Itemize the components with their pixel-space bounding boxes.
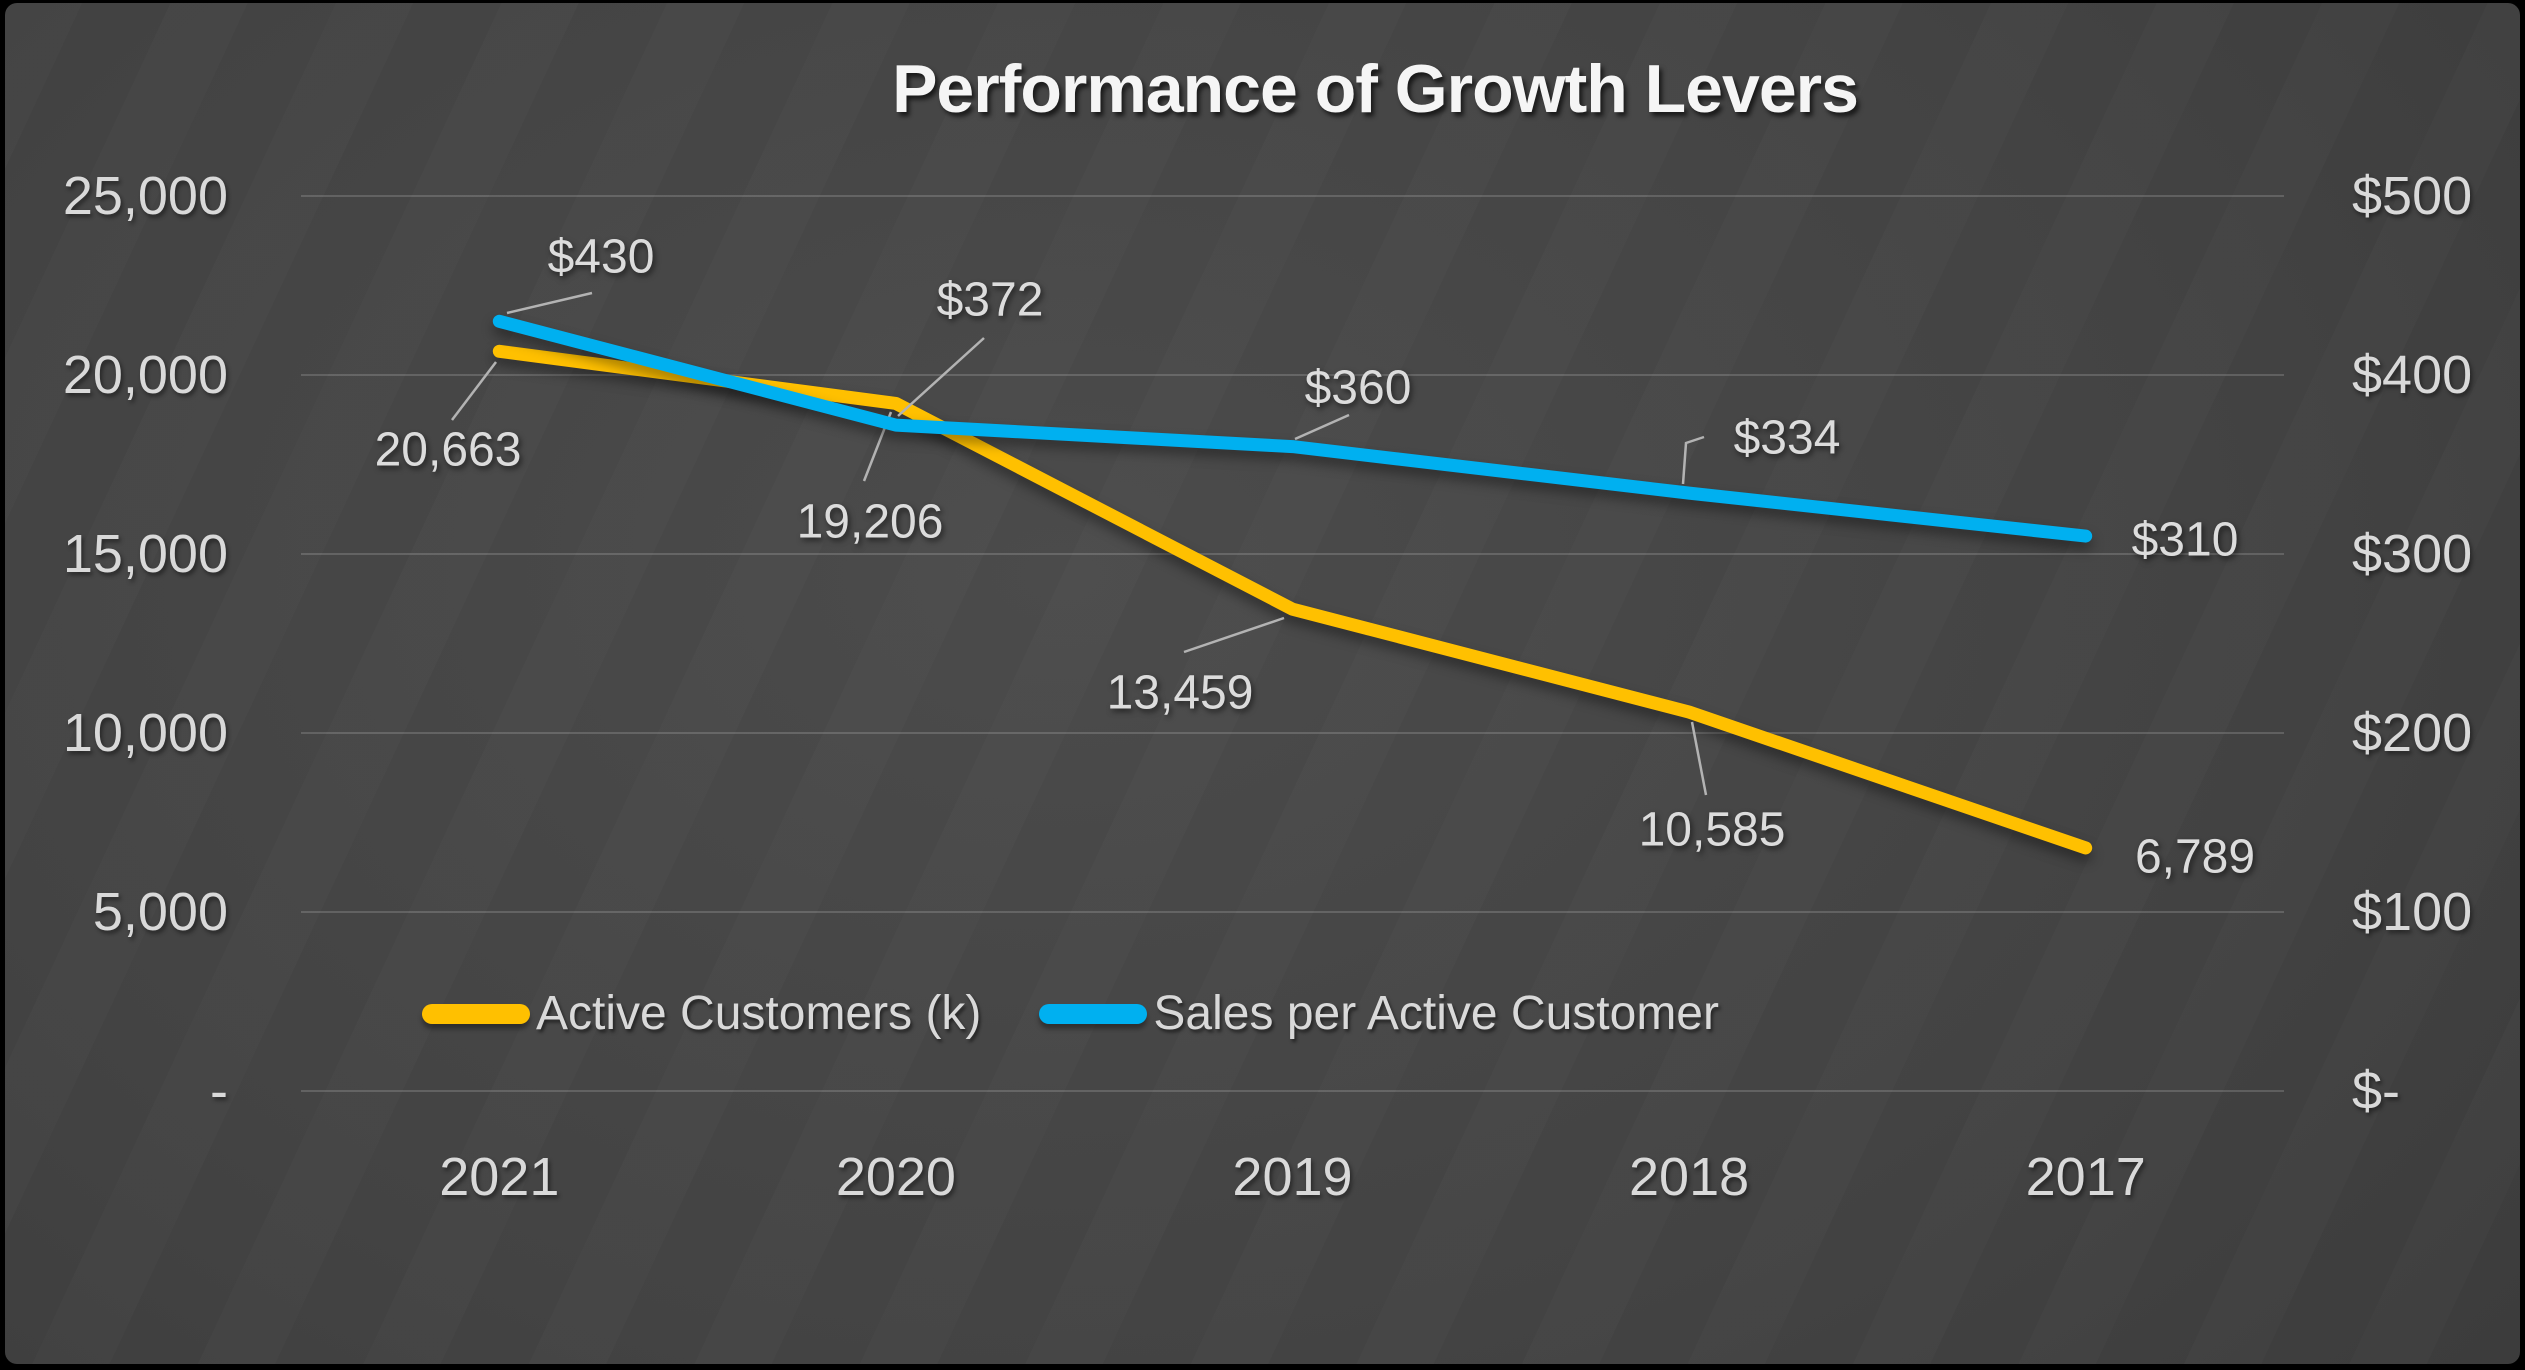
y-axis-right-tick-label: $200 bbox=[2352, 703, 2472, 763]
label-leader-line bbox=[506, 291, 593, 315]
data-label-active-customers: 19,206 bbox=[797, 496, 944, 549]
label-leader-line bbox=[897, 337, 985, 417]
data-label-active-customers: 13,459 bbox=[1107, 667, 1254, 720]
y-axis-left-tick-label: 5,000 bbox=[93, 882, 228, 942]
y-axis-left-tick-label: 15,000 bbox=[63, 524, 228, 584]
legend-label: Active Customers (k) bbox=[536, 987, 982, 1040]
y-axis-left-tick-label: 10,000 bbox=[63, 703, 228, 763]
label-leader-line bbox=[1690, 721, 1708, 796]
label-leader-line bbox=[451, 361, 497, 421]
data-label-active-customers: 20,663 bbox=[375, 424, 522, 477]
series-line-active-customers bbox=[492, 344, 2093, 855]
series-line-sales-per-customer bbox=[492, 314, 2093, 543]
y-axis-right-tick-label: $300 bbox=[2352, 524, 2472, 584]
legend-swatch-active-customers bbox=[422, 1003, 530, 1024]
y-axis-left-tick-label: 25,000 bbox=[63, 166, 228, 226]
label-leader-line bbox=[1183, 616, 1285, 654]
x-axis-year-label: 2021 bbox=[439, 1147, 559, 1207]
label-leader-line bbox=[1294, 413, 1350, 441]
data-label-sales-per-customer: $372 bbox=[937, 274, 1044, 327]
y-axis-right-tick-label: $- bbox=[2352, 1061, 2400, 1121]
data-label-active-customers: 10,585 bbox=[1639, 804, 1786, 857]
y-axis-right-tick-label: $100 bbox=[2352, 882, 2472, 942]
data-label-sales-per-customer: $334 bbox=[1734, 412, 1841, 465]
x-axis-year-label: 2019 bbox=[1232, 1147, 1352, 1207]
slide-background bbox=[5, 3, 2520, 1364]
legend-item-sales-per-customer: Sales per Active Customer bbox=[1039, 986, 1719, 1041]
data-label-active-customers: 6,789 bbox=[2135, 831, 2255, 884]
x-axis-year-label: 2017 bbox=[2026, 1147, 2146, 1207]
label-leader-line bbox=[1681, 435, 1705, 485]
data-label-sales-per-customer: $360 bbox=[1305, 362, 1412, 415]
data-label-sales-per-customer: $310 bbox=[2132, 514, 2239, 567]
x-axis-year-label: 2020 bbox=[836, 1147, 956, 1207]
legend-label: Sales per Active Customer bbox=[1153, 987, 1719, 1040]
y-axis-left-tick-label: - bbox=[210, 1061, 228, 1121]
chart-title: Performance of Growth Levers bbox=[892, 51, 1859, 127]
y-axis-right-tick-label: $400 bbox=[2352, 345, 2472, 405]
legend-swatch-sales-per-customer bbox=[1039, 1003, 1148, 1024]
legend: Active Customers (k) Sales per Active Cus… bbox=[422, 986, 1719, 1041]
legend-item-active-customers: Active Customers (k) bbox=[422, 986, 981, 1041]
data-label-sales-per-customer: $430 bbox=[548, 231, 655, 284]
y-axis-right-tick-label: $500 bbox=[2352, 166, 2472, 226]
x-axis-year-label: 2018 bbox=[1629, 1147, 1749, 1207]
y-axis-left-tick-label: 20,000 bbox=[63, 345, 228, 405]
